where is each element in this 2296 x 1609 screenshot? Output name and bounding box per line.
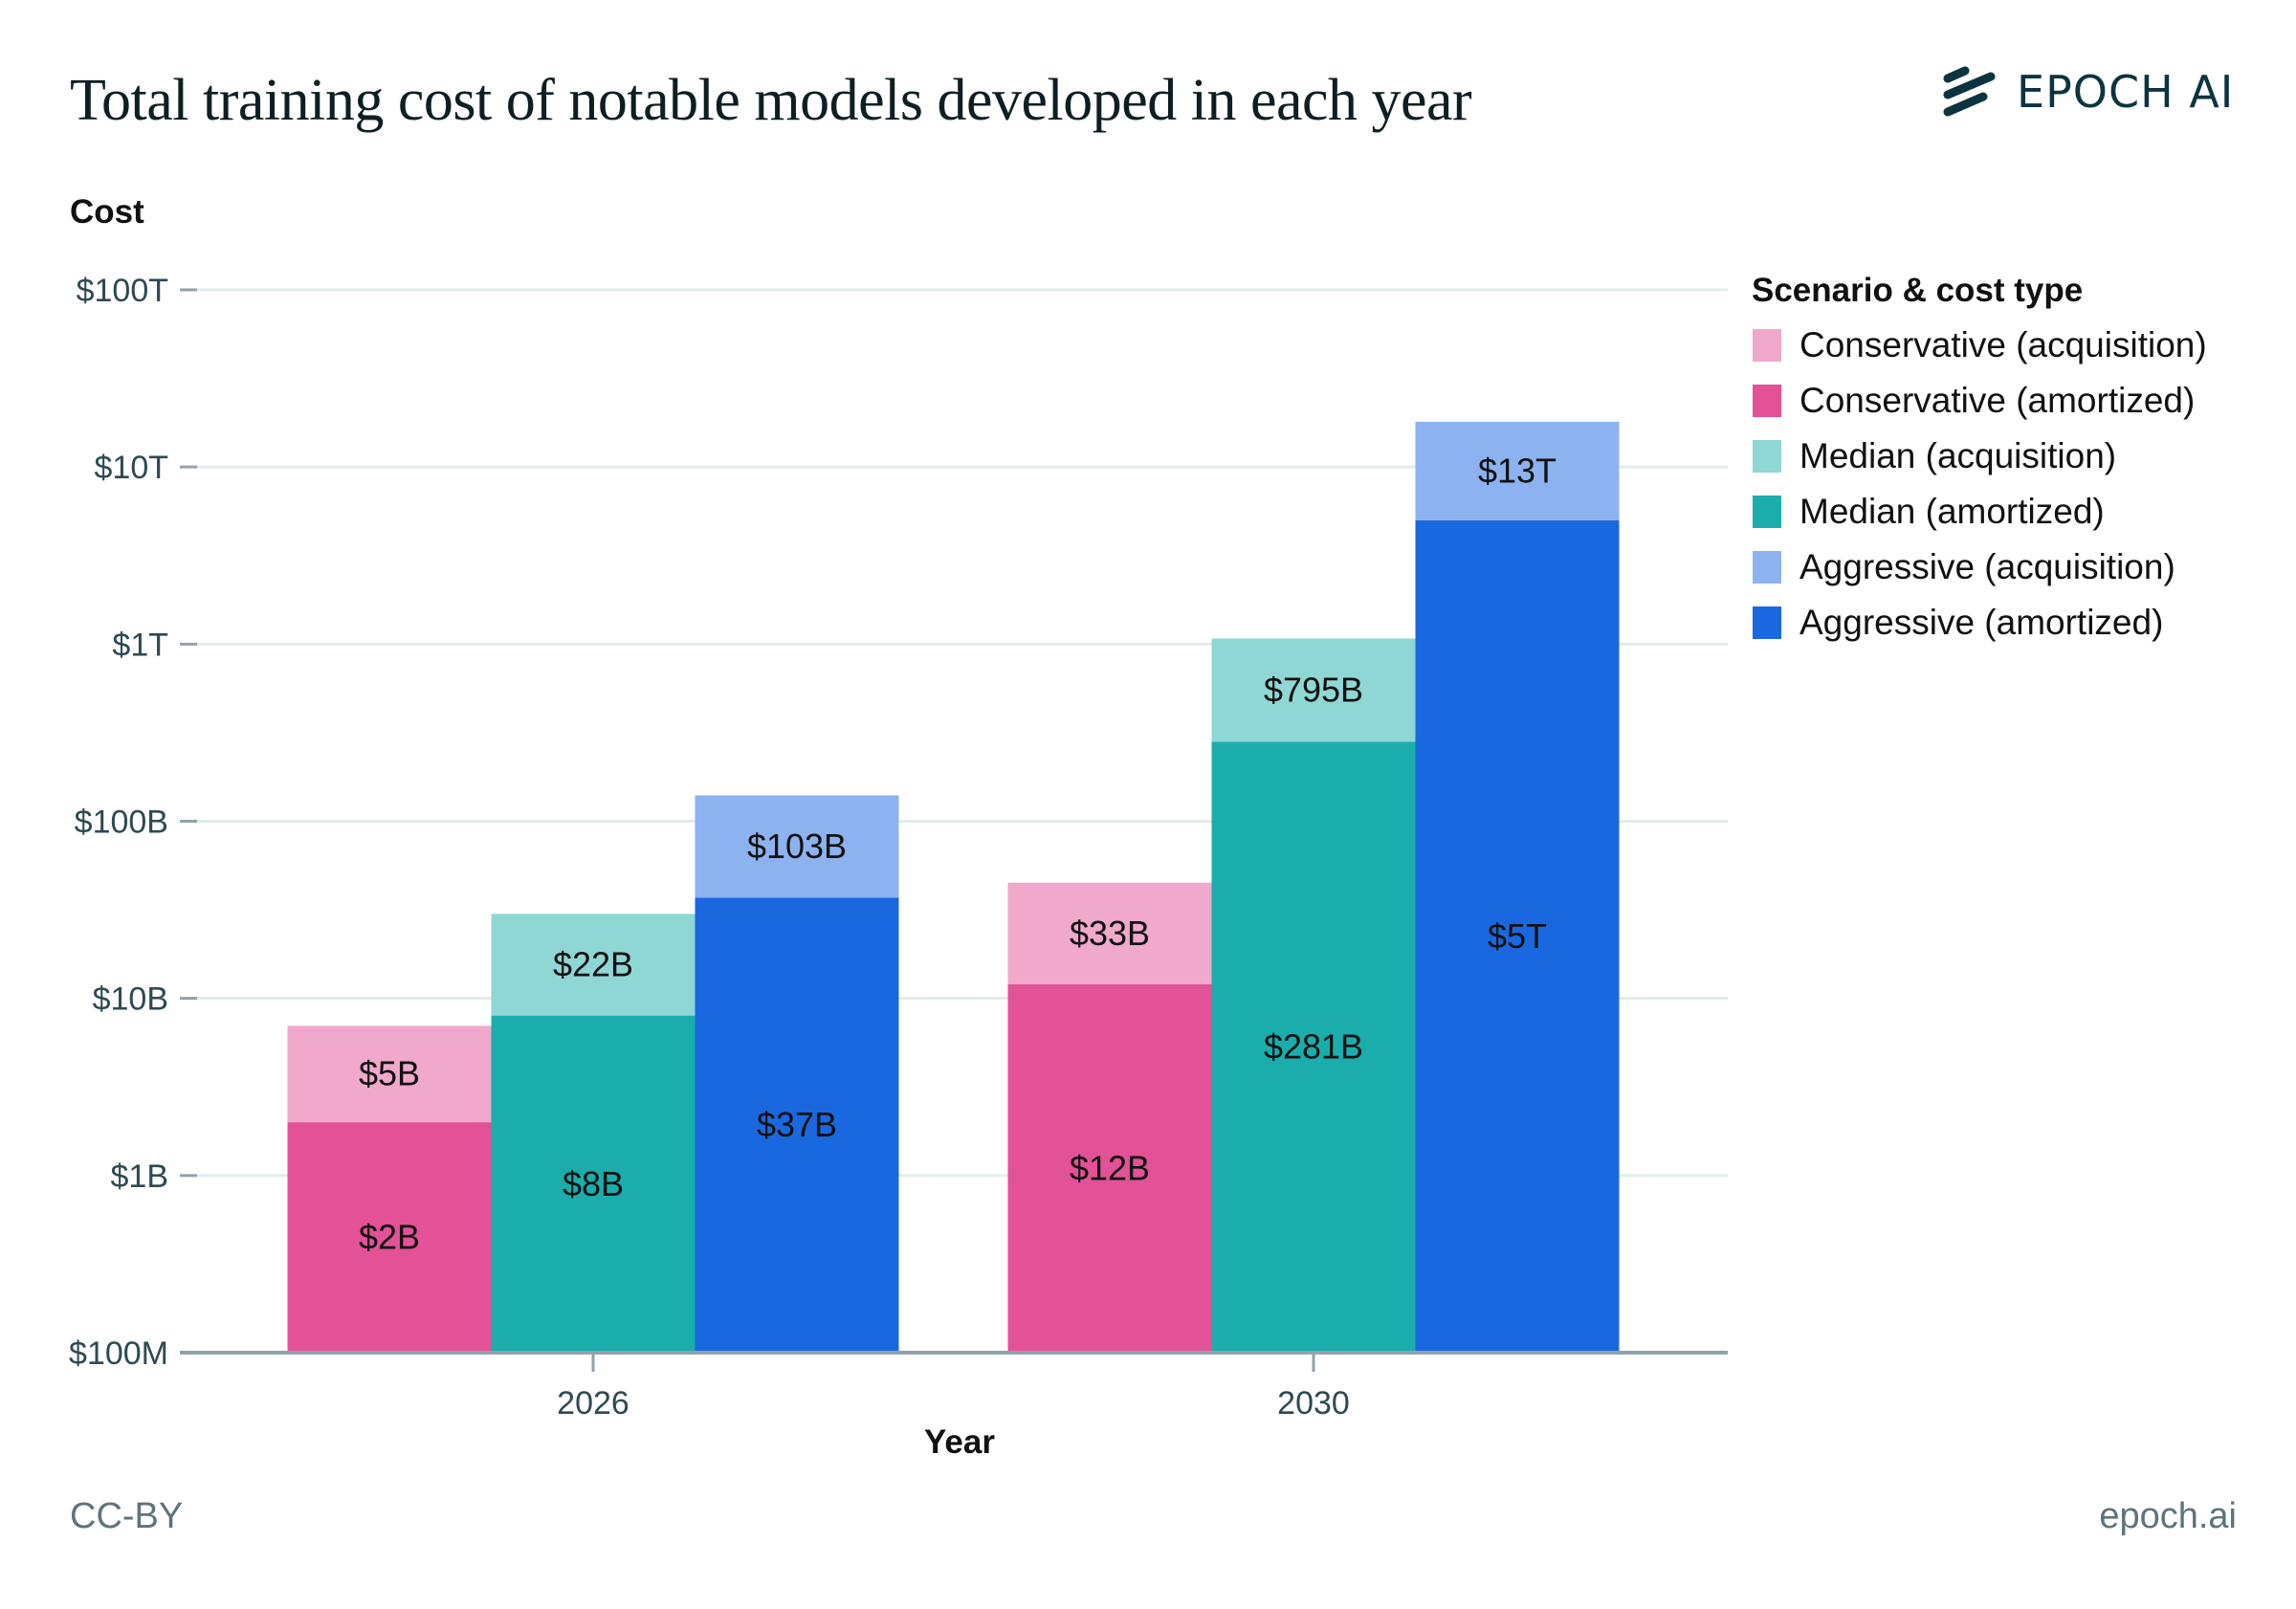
legend-swatch xyxy=(1753,496,1781,528)
bar-conservative-acquisition-2026 xyxy=(287,1025,492,1123)
data-label: $13T xyxy=(1478,451,1556,490)
x-tick-label: 2030 xyxy=(1277,1385,1350,1422)
legend-label: Aggressive (acquisition) xyxy=(1799,547,2175,586)
data-label: $795B xyxy=(1264,670,1363,709)
bar-conservative-amortized-2030 xyxy=(1007,984,1212,1353)
bar-conservative-amortized-2026 xyxy=(287,1122,492,1353)
bar-median-acquisition-2030 xyxy=(1211,638,1416,742)
legend-title: Scenario & cost type xyxy=(1752,272,2084,309)
data-label: $5B xyxy=(359,1054,420,1093)
legend-swatch xyxy=(1753,329,1781,362)
x-axis-title: Year xyxy=(924,1423,995,1461)
legend-swatch xyxy=(1753,606,1781,639)
legend-label: Aggressive (amortized) xyxy=(1799,603,2164,642)
bar-median-amortized-2026 xyxy=(491,1015,695,1353)
epoch-ai-logo[interactable]: EPOCH AI xyxy=(1942,65,2234,119)
y-tick-label: $10T xyxy=(95,450,169,486)
legend-item[interactable]: Conservative (amortized) xyxy=(1752,373,2207,429)
data-label: $12B xyxy=(1070,1149,1150,1188)
license-label: CC-BY xyxy=(70,1496,184,1536)
data-label: $281B xyxy=(1264,1027,1363,1067)
legend-label: Median (amortized) xyxy=(1799,492,2105,531)
legend-item[interactable]: Median (amortized) xyxy=(1752,484,2207,540)
data-label: $22B xyxy=(553,944,633,983)
chart-title: Total training cost of notable models de… xyxy=(70,68,1472,133)
data-label: $37B xyxy=(757,1105,837,1144)
y-axis-title: Cost xyxy=(70,193,144,231)
y-tick-label: $1B xyxy=(111,1158,169,1195)
y-tick-label: $10B xyxy=(93,981,168,1018)
legend-item[interactable]: Median (acquisition) xyxy=(1752,429,2207,484)
bar-aggressive-amortized-2026 xyxy=(695,897,899,1353)
legend-item[interactable]: Conservative (acquisition) xyxy=(1752,318,2207,373)
bar-median-acquisition-2026 xyxy=(491,914,695,1016)
bar-aggressive-acquisition-2030 xyxy=(1415,421,1620,520)
bar-aggressive-amortized-2030 xyxy=(1415,519,1620,1353)
legend-item[interactable]: Aggressive (acquisition) xyxy=(1752,540,2207,595)
logo-text: EPOCH AI xyxy=(2017,66,2235,118)
site-link[interactable]: epoch.ai xyxy=(2099,1496,2237,1536)
epoch-stripes-icon xyxy=(1943,66,1996,117)
data-label: $33B xyxy=(1070,914,1150,953)
y-tick-label: $100M xyxy=(69,1335,168,1372)
legend-label: Median (acquisition) xyxy=(1799,436,2117,475)
data-label: $8B xyxy=(563,1164,624,1203)
bar-aggressive-acquisition-2026 xyxy=(695,795,899,898)
data-label: $2B xyxy=(359,1218,420,1257)
bar-conservative-acquisition-2030 xyxy=(1007,882,1212,985)
data-label: $103B xyxy=(747,827,847,866)
y-tick-label: $100T xyxy=(77,273,168,309)
legend-item[interactable]: Aggressive (amortized) xyxy=(1752,595,2207,650)
legend-label: Conservative (acquisition) xyxy=(1799,325,2207,364)
y-tick-label: $100B xyxy=(75,804,168,841)
legend: Scenario & cost type Conservative (acqui… xyxy=(1752,272,2207,650)
data-label: $5T xyxy=(1488,916,1547,956)
legend-swatch xyxy=(1753,551,1781,584)
legend-swatch xyxy=(1753,385,1781,417)
x-tick-label: 2026 xyxy=(557,1385,629,1422)
bar-median-amortized-2030 xyxy=(1211,741,1416,1353)
legend-swatch xyxy=(1753,440,1781,473)
legend-label: Conservative (amortized) xyxy=(1799,381,2196,420)
y-tick-label: $1T xyxy=(112,627,168,663)
